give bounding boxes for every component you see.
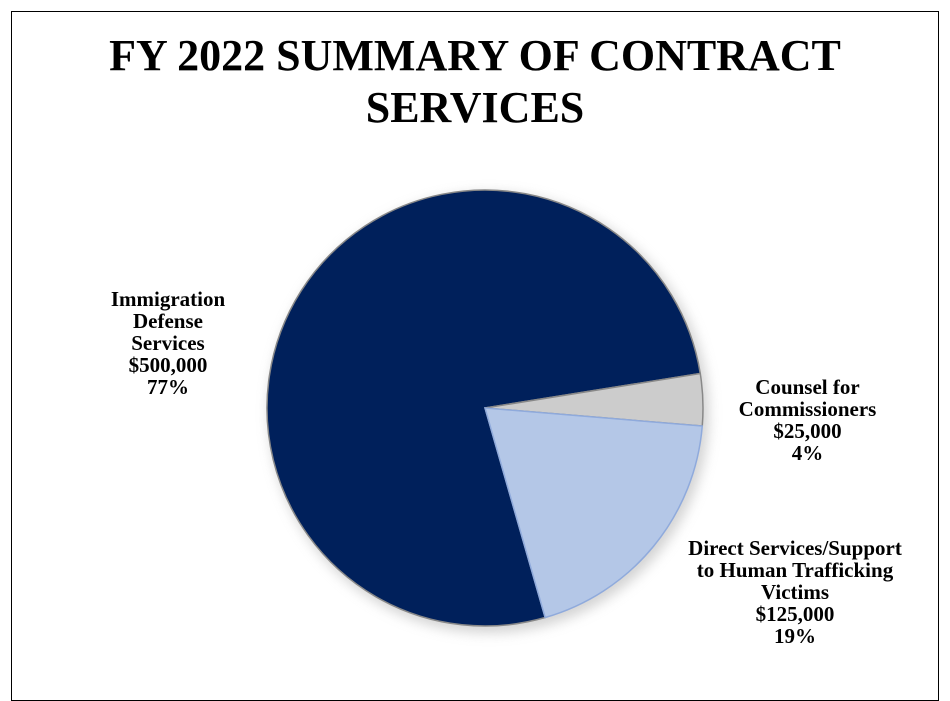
label-value: $125,000 <box>755 602 835 626</box>
label-line: Defense <box>133 309 203 333</box>
label-line: Counsel for <box>755 375 860 399</box>
label-direct-services: Direct Services/Support to Human Traffic… <box>660 537 930 647</box>
label-percent: 19% <box>774 624 816 648</box>
label-counsel-for-commissioners: Counsel for Commissioners $25,000 4% <box>720 376 895 464</box>
label-line: Direct Services/Support <box>688 536 902 560</box>
label-immigration-defense-services: Immigration Defense Services $500,000 77… <box>88 288 248 398</box>
label-value: $500,000 <box>128 353 208 377</box>
label-line: to Human Trafficking <box>696 558 894 582</box>
pie-slice-immigration-defense-services <box>266 189 702 627</box>
label-line: Commissioners <box>738 397 877 421</box>
chart-title: FY 2022 SUMMARY OF CONTRACT SERVICES <box>109 31 841 132</box>
label-line: Victims <box>760 580 830 604</box>
pie-slice-direct-services-support-to-human-trafficking-victims <box>483 407 704 619</box>
label-percent: 77% <box>147 375 189 399</box>
label-line: Services <box>131 331 205 355</box>
label-value: $25,000 <box>773 419 842 443</box>
label-percent: 4% <box>791 441 824 465</box>
label-line: Immigration <box>110 287 226 311</box>
